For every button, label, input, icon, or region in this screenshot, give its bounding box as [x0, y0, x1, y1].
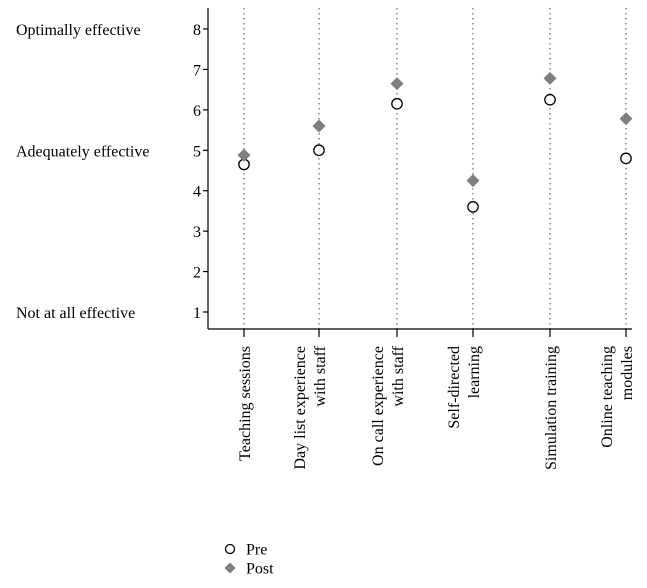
pre-point [467, 201, 479, 213]
x-tick-label: learning [466, 346, 483, 398]
pre-point [620, 152, 632, 165]
x-tick-label: Day list experience [292, 346, 309, 470]
gridlines [243, 8, 627, 329]
post-point [543, 71, 557, 85]
y-tick-label: 7 [193, 62, 201, 79]
legend-post-marker [224, 562, 236, 574]
scale-label: Not at all effective [16, 305, 135, 322]
x-tick-label: On call experience [370, 346, 387, 466]
scale-label: Adequately effective [16, 143, 149, 160]
y-tick-label: 5 [193, 143, 201, 160]
post-point [390, 77, 404, 91]
x-tick-label: with staff [312, 345, 329, 406]
y-axis: 1 2 3 4 5 6 7 8 [193, 8, 209, 329]
x-tick-label: with staff [390, 345, 407, 406]
pre-point [391, 97, 403, 110]
x-tick-label: Teaching sessions [237, 346, 254, 461]
post-point [619, 112, 633, 126]
y-tick-label: 3 [193, 224, 201, 241]
post-point [466, 174, 480, 188]
post-point [237, 148, 251, 162]
y-tick-label: 1 [193, 305, 201, 322]
legend-pre-marker [224, 543, 236, 555]
pre-point [313, 144, 325, 157]
scale-label: Optimally effective [16, 22, 141, 39]
legend-label: Post [246, 561, 274, 578]
y-tick-label: 4 [193, 184, 201, 201]
x-tick-label: modules [619, 346, 636, 400]
data-points [237, 71, 633, 213]
post-point [312, 119, 326, 133]
x-tick-label: Simulation training [543, 346, 560, 470]
y-tick-label: 8 [193, 22, 201, 39]
x-axis: Teaching sessions Day list experience with… [208, 328, 636, 470]
legend-label: Pre [246, 542, 267, 559]
pre-point [544, 93, 556, 106]
x-tick-label: Self-directed [446, 346, 463, 429]
y-tick-label: 2 [193, 265, 201, 282]
x-tick-label: Online teaching [599, 346, 616, 448]
scale-labels: Optimally effective Adequately effective N… [16, 22, 149, 322]
legend: Pre Post [224, 542, 274, 578]
y-tick-label: 6 [193, 103, 201, 120]
